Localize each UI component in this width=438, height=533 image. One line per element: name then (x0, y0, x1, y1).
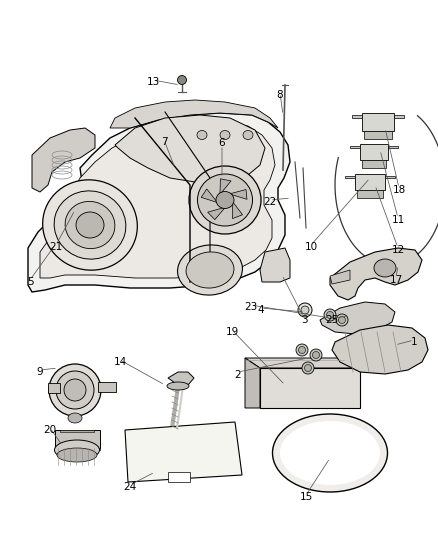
Text: 6: 6 (219, 138, 225, 148)
Polygon shape (168, 372, 194, 385)
Text: 19: 19 (226, 327, 239, 337)
Text: 5: 5 (27, 277, 33, 287)
Ellipse shape (374, 259, 396, 277)
Ellipse shape (243, 131, 253, 140)
Text: 24: 24 (124, 482, 137, 492)
Polygon shape (201, 189, 218, 203)
Text: 23: 23 (244, 302, 258, 312)
Bar (98, 382, 116, 392)
Polygon shape (360, 144, 388, 160)
Polygon shape (330, 248, 422, 300)
Ellipse shape (336, 314, 348, 326)
Polygon shape (60, 430, 94, 432)
Ellipse shape (42, 180, 138, 270)
Ellipse shape (312, 351, 319, 359)
Polygon shape (260, 248, 290, 282)
Polygon shape (394, 115, 404, 118)
Text: 21: 21 (49, 242, 63, 252)
Text: 12: 12 (392, 245, 405, 255)
Text: 9: 9 (37, 367, 43, 377)
Polygon shape (355, 174, 385, 190)
Text: 17: 17 (389, 275, 403, 285)
Text: 3: 3 (301, 315, 307, 325)
Text: 18: 18 (392, 185, 406, 195)
Ellipse shape (177, 76, 187, 85)
Ellipse shape (299, 346, 305, 353)
Text: 25: 25 (325, 315, 339, 325)
Polygon shape (125, 422, 242, 482)
Polygon shape (110, 100, 278, 128)
Polygon shape (55, 430, 100, 448)
Polygon shape (332, 325, 428, 374)
Ellipse shape (197, 131, 207, 140)
Ellipse shape (189, 166, 261, 234)
Polygon shape (388, 146, 398, 148)
Polygon shape (385, 176, 395, 178)
Ellipse shape (54, 440, 99, 460)
Ellipse shape (49, 364, 101, 416)
Polygon shape (32, 128, 95, 192)
Ellipse shape (220, 131, 230, 140)
Polygon shape (330, 270, 350, 284)
Polygon shape (320, 302, 395, 334)
Ellipse shape (310, 349, 322, 361)
Polygon shape (362, 113, 394, 131)
Text: 22: 22 (263, 197, 277, 207)
Ellipse shape (186, 252, 234, 288)
Polygon shape (357, 190, 383, 198)
Ellipse shape (324, 309, 336, 321)
Ellipse shape (272, 414, 388, 492)
Ellipse shape (304, 365, 311, 372)
Ellipse shape (298, 303, 312, 317)
Text: 8: 8 (277, 90, 283, 100)
Text: 4: 4 (258, 305, 264, 315)
Ellipse shape (76, 212, 104, 238)
Ellipse shape (177, 245, 243, 295)
Text: 11: 11 (392, 215, 405, 225)
Text: 1: 1 (411, 337, 417, 347)
Polygon shape (40, 123, 275, 278)
Text: 13: 13 (146, 77, 159, 87)
Ellipse shape (339, 317, 346, 324)
Polygon shape (260, 368, 360, 408)
Polygon shape (168, 472, 190, 482)
Polygon shape (233, 202, 243, 219)
Ellipse shape (57, 448, 97, 462)
Polygon shape (345, 176, 355, 178)
Ellipse shape (302, 362, 314, 374)
Polygon shape (230, 190, 247, 199)
Polygon shape (245, 358, 260, 408)
Ellipse shape (64, 379, 86, 401)
Text: 10: 10 (304, 242, 318, 252)
Ellipse shape (65, 201, 115, 248)
Text: 2: 2 (235, 370, 241, 380)
Polygon shape (350, 146, 360, 148)
Text: 20: 20 (43, 425, 57, 435)
Polygon shape (220, 179, 231, 195)
Polygon shape (55, 448, 100, 450)
Polygon shape (362, 160, 386, 168)
Text: 7: 7 (161, 137, 167, 147)
Text: 15: 15 (300, 492, 313, 502)
Ellipse shape (54, 191, 126, 259)
Polygon shape (245, 358, 360, 368)
Polygon shape (115, 115, 265, 182)
Ellipse shape (167, 382, 189, 390)
Bar (48, 383, 60, 393)
Ellipse shape (280, 421, 380, 485)
Ellipse shape (198, 174, 252, 226)
Text: 14: 14 (113, 357, 127, 367)
Ellipse shape (301, 306, 309, 314)
Ellipse shape (56, 371, 94, 409)
Ellipse shape (296, 344, 308, 356)
Polygon shape (364, 131, 392, 139)
Ellipse shape (326, 311, 333, 319)
Polygon shape (208, 207, 226, 220)
Ellipse shape (216, 191, 234, 208)
Polygon shape (352, 115, 362, 118)
Polygon shape (28, 113, 290, 292)
Ellipse shape (68, 413, 82, 423)
